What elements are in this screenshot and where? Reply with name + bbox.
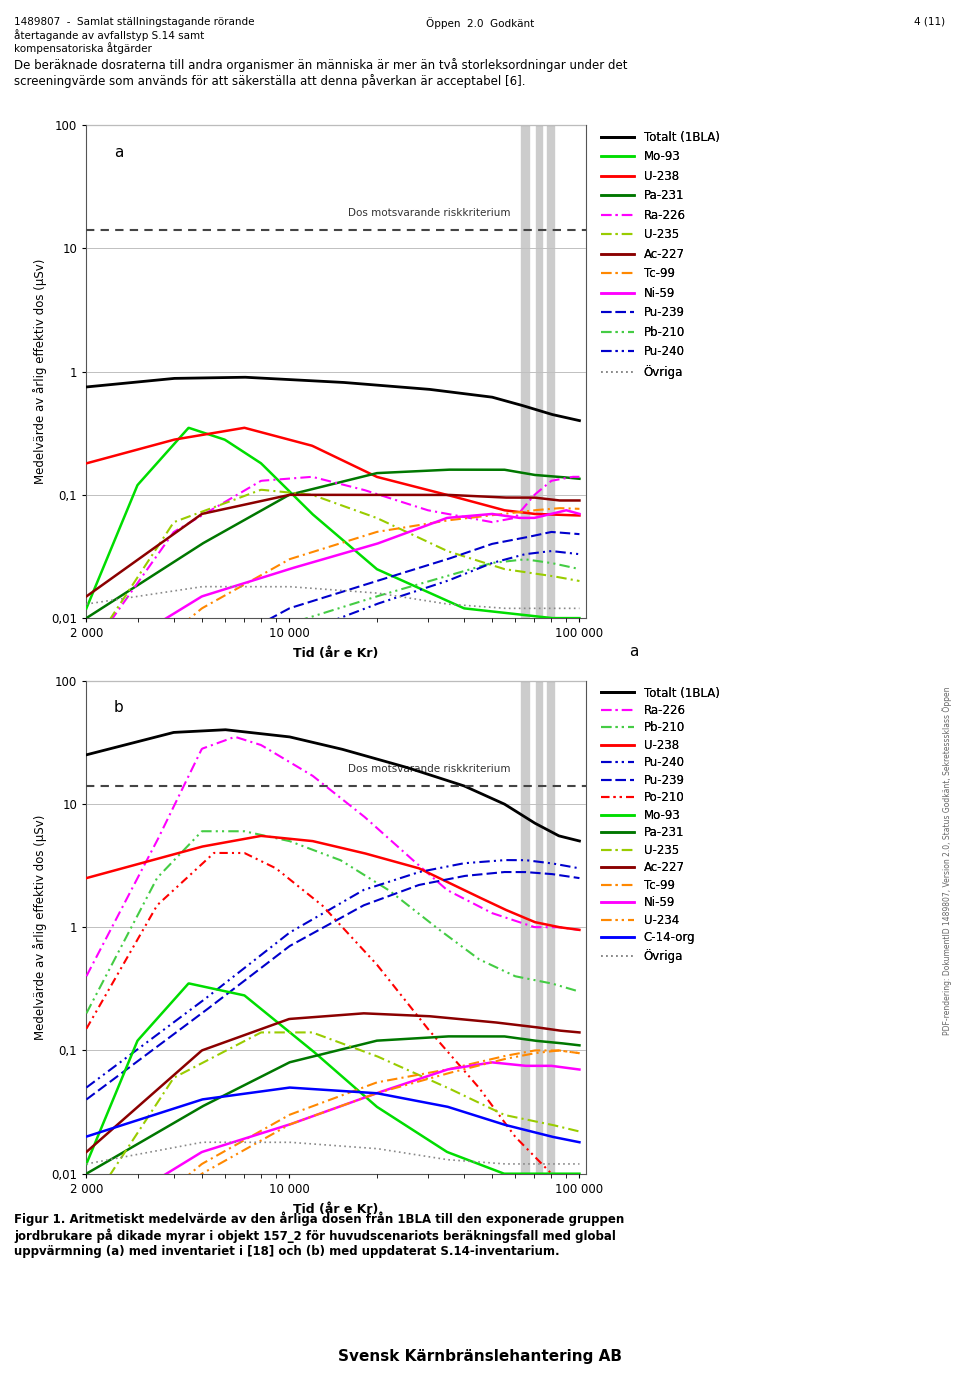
Text: Öppen  2.0  Godkänt: Öppen 2.0 Godkänt	[426, 17, 534, 29]
Text: 4 (11): 4 (11)	[915, 17, 946, 26]
Legend: Totalt (1BLA), Ra-226, Pb-210, U-238, Pu-240, Pu-239, Po-210, Mo-93, Pa-231, U-2: Totalt (1BLA), Ra-226, Pb-210, U-238, Pu…	[601, 686, 719, 963]
Text: 1489807  -  Samlat ställningstagande rörande
återtagande av avfallstyp S.14 samt: 1489807 - Samlat ställningstagande röran…	[14, 17, 255, 54]
Text: a: a	[114, 144, 123, 160]
Text: Dos motsvarande riskkriterium: Dos motsvarande riskkriterium	[348, 208, 511, 218]
X-axis label: Tid (år e Kr): Tid (år e Kr)	[294, 647, 378, 660]
Text: De beräknade dosraterna till andra organismer än människa är mer än två storleks: De beräknade dosraterna till andra organ…	[14, 58, 628, 89]
Text: b: b	[114, 700, 124, 715]
Text: a: a	[629, 644, 638, 660]
Bar	[537, 681, 541, 1174]
Text: Figur 1. Aritmetiskt medelvärde av den årliga dosen från 1BLA till den exponerad: Figur 1. Aritmetiskt medelvärde av den å…	[14, 1211, 625, 1257]
Bar	[546, 681, 555, 1174]
Bar	[521, 125, 529, 618]
Text: Dos motsvarande riskkriterium: Dos motsvarande riskkriterium	[348, 764, 511, 774]
Y-axis label: Medelvärde av årlig effektiv dos (µSv): Medelvärde av årlig effektiv dos (µSv)	[34, 258, 47, 485]
Bar	[521, 681, 529, 1174]
Bar	[537, 125, 541, 618]
Y-axis label: Medelvärde av årlig effektiv dos (µSv): Medelvärde av årlig effektiv dos (µSv)	[34, 814, 47, 1040]
Text: Svensk Kärnbränslehantering AB: Svensk Kärnbränslehantering AB	[338, 1349, 622, 1364]
Legend: Totalt (1BLA), Mo-93, U-238, Pa-231, Ra-226, U-235, Ac-227, Tc-99, Ni-59, Pu-239: Totalt (1BLA), Mo-93, U-238, Pa-231, Ra-…	[601, 131, 719, 379]
X-axis label: Tid (år e Kr): Tid (år e Kr)	[294, 1203, 378, 1215]
Text: PDF-rendering: DokumentID 1489807, Version 2.0, Status Godkänt, Sekretesssklass : PDF-rendering: DokumentID 1489807, Versi…	[943, 688, 952, 1035]
Bar	[546, 125, 555, 618]
